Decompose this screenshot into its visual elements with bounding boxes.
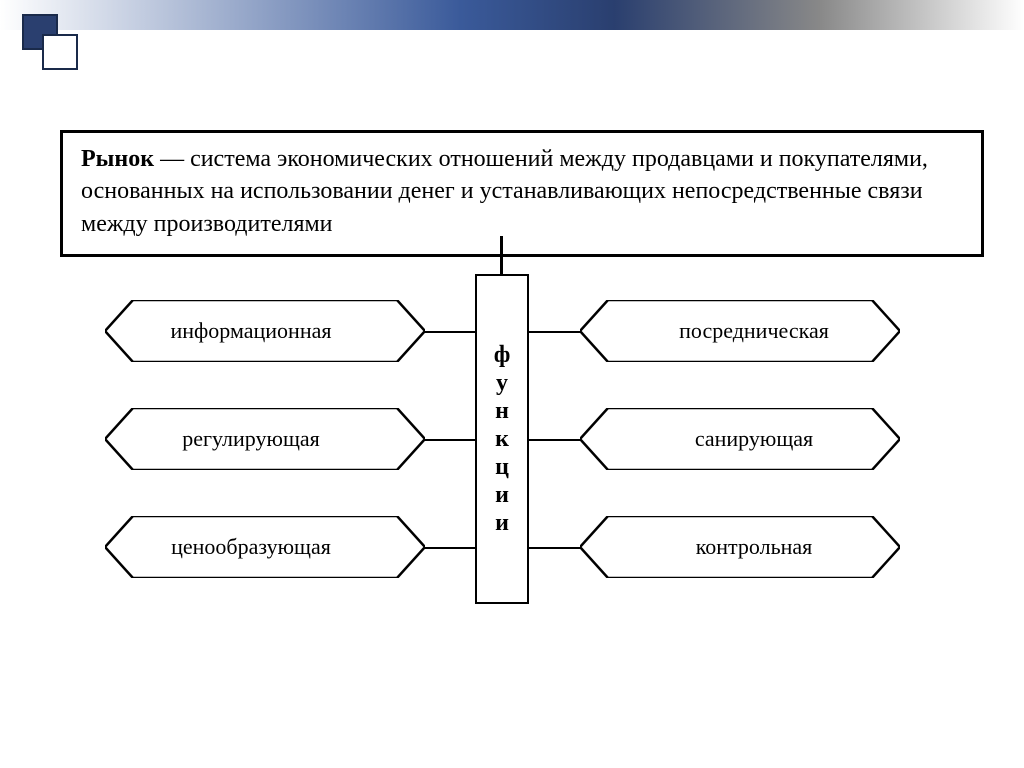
func-letter-6: и — [495, 511, 509, 535]
hex-left-1: регулирующая — [105, 408, 425, 470]
hex-left-2-label: ценообразующая — [105, 516, 425, 578]
hex-right-1: санирующая — [580, 408, 900, 470]
hex-right-1-label: санирующая — [580, 408, 900, 470]
corner-square-outline — [42, 34, 78, 70]
hex-left-0: информационная — [105, 300, 425, 362]
func-letter-3: к — [495, 427, 509, 451]
func-letter-2: н — [495, 399, 509, 423]
connector-left-0 — [425, 331, 475, 333]
func-letter-0: ф — [494, 343, 511, 367]
hex-right-2-label: контрольная — [580, 516, 900, 578]
connector-right-2 — [529, 547, 580, 549]
hex-right-2: контрольная — [580, 516, 900, 578]
connector-left-1 — [425, 439, 475, 441]
diagram-content: Рынок — система экономических отношений … — [0, 130, 1024, 257]
connector-stem — [500, 236, 503, 276]
connector-right-0 — [529, 331, 580, 333]
definition-text: — система экономических отношений между … — [81, 146, 928, 237]
connector-left-2 — [425, 547, 475, 549]
hex-left-1-label: регулирующая — [105, 408, 425, 470]
hex-right-0: посредническая — [580, 300, 900, 362]
hex-left-2: ценообразующая — [105, 516, 425, 578]
definition-box: Рынок — система экономических отношений … — [60, 130, 984, 257]
func-letter-4: ц — [495, 455, 509, 479]
hex-left-0-label: информационная — [105, 300, 425, 362]
top-gradient-bar — [0, 0, 1024, 30]
definition-term: Рынок — [81, 146, 154, 172]
func-letter-1: у — [496, 371, 508, 395]
connector-right-1 — [529, 439, 580, 441]
functions-vertical-label: ф у н к ц и и — [475, 274, 529, 604]
hex-right-0-label: посредническая — [580, 300, 900, 362]
func-letter-5: и — [495, 483, 509, 507]
